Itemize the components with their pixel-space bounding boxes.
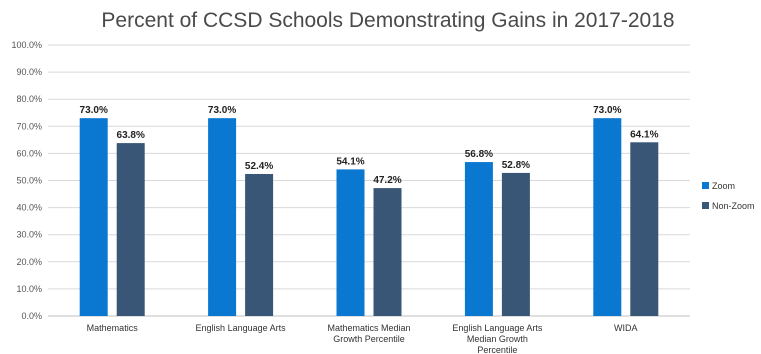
y-tick-label: 60.0%	[16, 148, 42, 158]
y-tick-label: 100.0%	[11, 40, 42, 50]
legend-swatch	[702, 182, 709, 189]
data-label: 52.4%	[245, 161, 273, 172]
data-label: 52.8%	[502, 160, 530, 171]
y-tick-label: 90.0%	[16, 67, 42, 77]
bar	[464, 162, 493, 316]
y-tick-label: 30.0%	[16, 230, 42, 240]
data-label: 47.2%	[373, 175, 401, 186]
y-tick-label: 10.0%	[16, 284, 42, 294]
chart-title: Percent of CCSD Schools Demonstrating Ga…	[101, 9, 674, 32]
legend-label: Zoom	[712, 181, 735, 191]
data-label: 73.0%	[593, 105, 621, 116]
bars	[79, 118, 659, 316]
x-category-label: WIDA	[614, 323, 638, 333]
x-axis-categories: Mathematics English Language Arts Mathemat…	[87, 323, 638, 354]
gridlines	[48, 44, 690, 317]
y-tick-label: 50.0%	[16, 176, 42, 186]
x-category-label: English Language Arts	[196, 323, 287, 333]
x-category-label: Growth Percentile	[333, 334, 405, 344]
data-label: 64.1%	[630, 129, 658, 140]
x-category-label: Mathematics	[87, 323, 139, 333]
y-tick-label: 80.0%	[16, 94, 42, 104]
y-tick-label: 20.0%	[16, 257, 42, 267]
y-axis-ticks: 0.0% 10.0% 20.0% 30.0% 40.0% 50.0% 60.0% 70.0% 8…	[11, 40, 42, 321]
data-label: 73.0%	[80, 105, 108, 116]
y-tick-label: 40.0%	[16, 203, 42, 213]
data-label: 56.8%	[465, 149, 493, 160]
data-label: 63.8%	[117, 130, 145, 141]
bar	[501, 172, 530, 316]
y-tick-label: 0.0%	[21, 311, 42, 321]
bar	[208, 118, 237, 316]
data-label: 54.1%	[336, 156, 364, 167]
bar	[79, 118, 108, 316]
bar	[593, 118, 622, 316]
legend-swatch	[702, 202, 709, 209]
x-category-label: Mathematics Median	[327, 323, 410, 333]
bar	[630, 142, 659, 316]
bar	[116, 143, 145, 316]
y-tick-label: 70.0%	[16, 121, 42, 131]
bar	[336, 169, 365, 316]
legend: Zoom Non-Zoom	[702, 181, 755, 211]
data-label: 73.0%	[208, 105, 236, 116]
bar	[245, 173, 274, 316]
x-category-label: Median Growth	[467, 334, 528, 344]
x-category-label: English Language Arts	[452, 323, 543, 333]
legend-label: Non-Zoom	[712, 201, 755, 211]
x-category-label: Percentile	[477, 345, 517, 354]
data-labels: 73.0% 63.8% 73.0% 52.4% 54.1% 47.2% 56.8% 52.8%…	[80, 105, 659, 186]
bar	[373, 188, 402, 316]
